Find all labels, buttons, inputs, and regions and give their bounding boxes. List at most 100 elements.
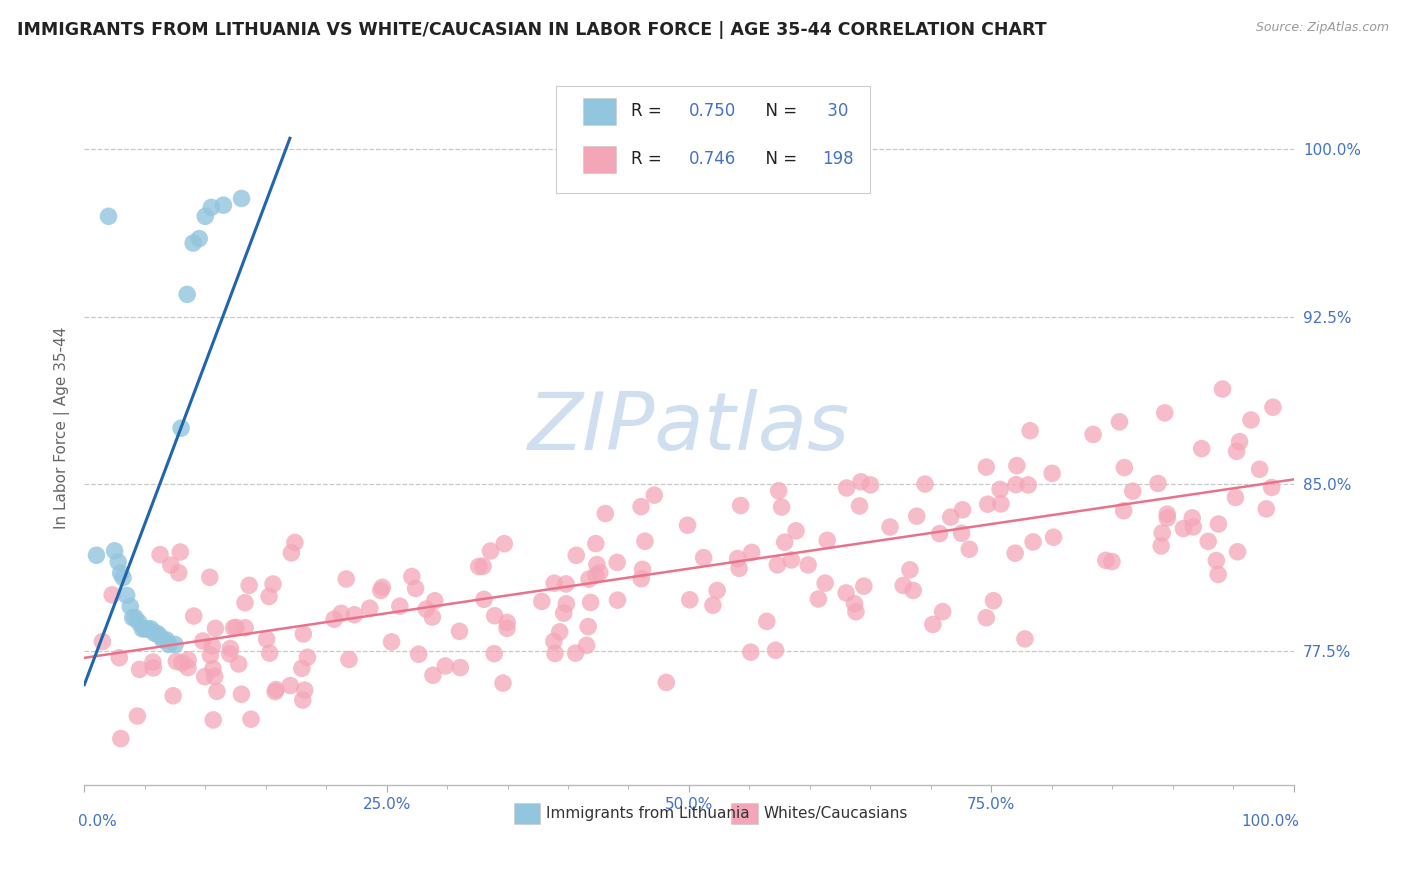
- FancyBboxPatch shape: [731, 803, 758, 824]
- FancyBboxPatch shape: [582, 98, 616, 125]
- Point: [120, 599, 142, 614]
- Point: [988, 483, 1011, 497]
- Point: [142, 661, 165, 675]
- Point: [585, 536, 607, 550]
- Point: [903, 583, 925, 598]
- Point: [1156, 511, 1178, 525]
- Point: [1205, 553, 1227, 567]
- Point: [1182, 520, 1205, 534]
- Point: [292, 627, 315, 641]
- Point: [148, 628, 170, 642]
- Point: [1260, 481, 1282, 495]
- Point: [1229, 434, 1251, 449]
- Point: [815, 533, 838, 548]
- Point: [231, 687, 253, 701]
- Point: [162, 689, 184, 703]
- Point: [422, 668, 444, 682]
- Point: [121, 610, 143, 624]
- Point: [165, 637, 187, 651]
- Text: Immigrants from Lithuania: Immigrants from Lithuania: [547, 806, 749, 821]
- Point: [555, 577, 578, 591]
- Point: [950, 526, 973, 541]
- Point: [264, 682, 287, 697]
- Point: [370, 583, 392, 598]
- Point: [124, 610, 146, 624]
- Point: [219, 641, 242, 656]
- Point: [401, 569, 423, 583]
- Point: [233, 596, 256, 610]
- Point: [202, 662, 225, 676]
- Point: [1094, 553, 1116, 567]
- Point: [233, 621, 256, 635]
- Point: [835, 481, 858, 495]
- Point: [606, 556, 628, 570]
- Point: [1150, 539, 1173, 553]
- Point: [240, 712, 263, 726]
- Point: [200, 648, 222, 662]
- Point: [676, 518, 699, 533]
- Point: [1261, 401, 1284, 415]
- Point: [575, 639, 598, 653]
- Point: [494, 537, 516, 551]
- Point: [1256, 502, 1278, 516]
- Point: [1240, 413, 1263, 427]
- Point: [785, 524, 807, 538]
- Point: [194, 209, 217, 223]
- Text: N =: N =: [755, 103, 803, 120]
- Y-axis label: In Labor Force | Age 35-44: In Labor Force | Age 35-44: [55, 327, 70, 529]
- Point: [449, 660, 471, 674]
- Point: [578, 572, 600, 586]
- Point: [188, 231, 211, 245]
- Point: [730, 499, 752, 513]
- Point: [859, 478, 882, 492]
- Point: [115, 588, 138, 602]
- Point: [974, 611, 997, 625]
- Point: [957, 542, 980, 557]
- Point: [643, 488, 665, 502]
- Point: [160, 558, 183, 573]
- Point: [543, 576, 565, 591]
- Point: [256, 632, 278, 647]
- Point: [544, 647, 567, 661]
- Point: [86, 548, 108, 562]
- Point: [139, 622, 162, 636]
- Text: R =: R =: [631, 103, 666, 120]
- Point: [586, 558, 609, 572]
- Text: N =: N =: [755, 150, 803, 168]
- Point: [543, 634, 565, 648]
- Text: 0.750: 0.750: [689, 103, 737, 120]
- Point: [814, 576, 837, 591]
- Point: [212, 198, 235, 212]
- Point: [848, 499, 870, 513]
- Point: [176, 287, 198, 301]
- Point: [1042, 530, 1064, 544]
- Point: [630, 500, 652, 514]
- Text: 30: 30: [823, 103, 848, 120]
- Text: R =: R =: [631, 150, 666, 168]
- Point: [595, 507, 617, 521]
- Point: [225, 620, 247, 634]
- Point: [198, 570, 221, 584]
- Point: [152, 632, 174, 647]
- Point: [405, 582, 427, 596]
- Point: [228, 657, 250, 671]
- Point: [472, 592, 495, 607]
- Point: [149, 548, 172, 562]
- Point: [589, 566, 612, 580]
- Point: [1017, 478, 1039, 492]
- Point: [728, 561, 751, 575]
- Point: [479, 544, 502, 558]
- Point: [170, 421, 193, 435]
- Point: [278, 679, 301, 693]
- Point: [218, 647, 240, 661]
- Point: [1112, 504, 1135, 518]
- Point: [741, 545, 763, 559]
- Point: [294, 683, 316, 698]
- Point: [155, 632, 177, 647]
- Point: [359, 601, 381, 615]
- Point: [679, 592, 702, 607]
- Point: [1005, 458, 1028, 473]
- Point: [468, 559, 491, 574]
- Point: [765, 643, 787, 657]
- Point: [101, 588, 124, 602]
